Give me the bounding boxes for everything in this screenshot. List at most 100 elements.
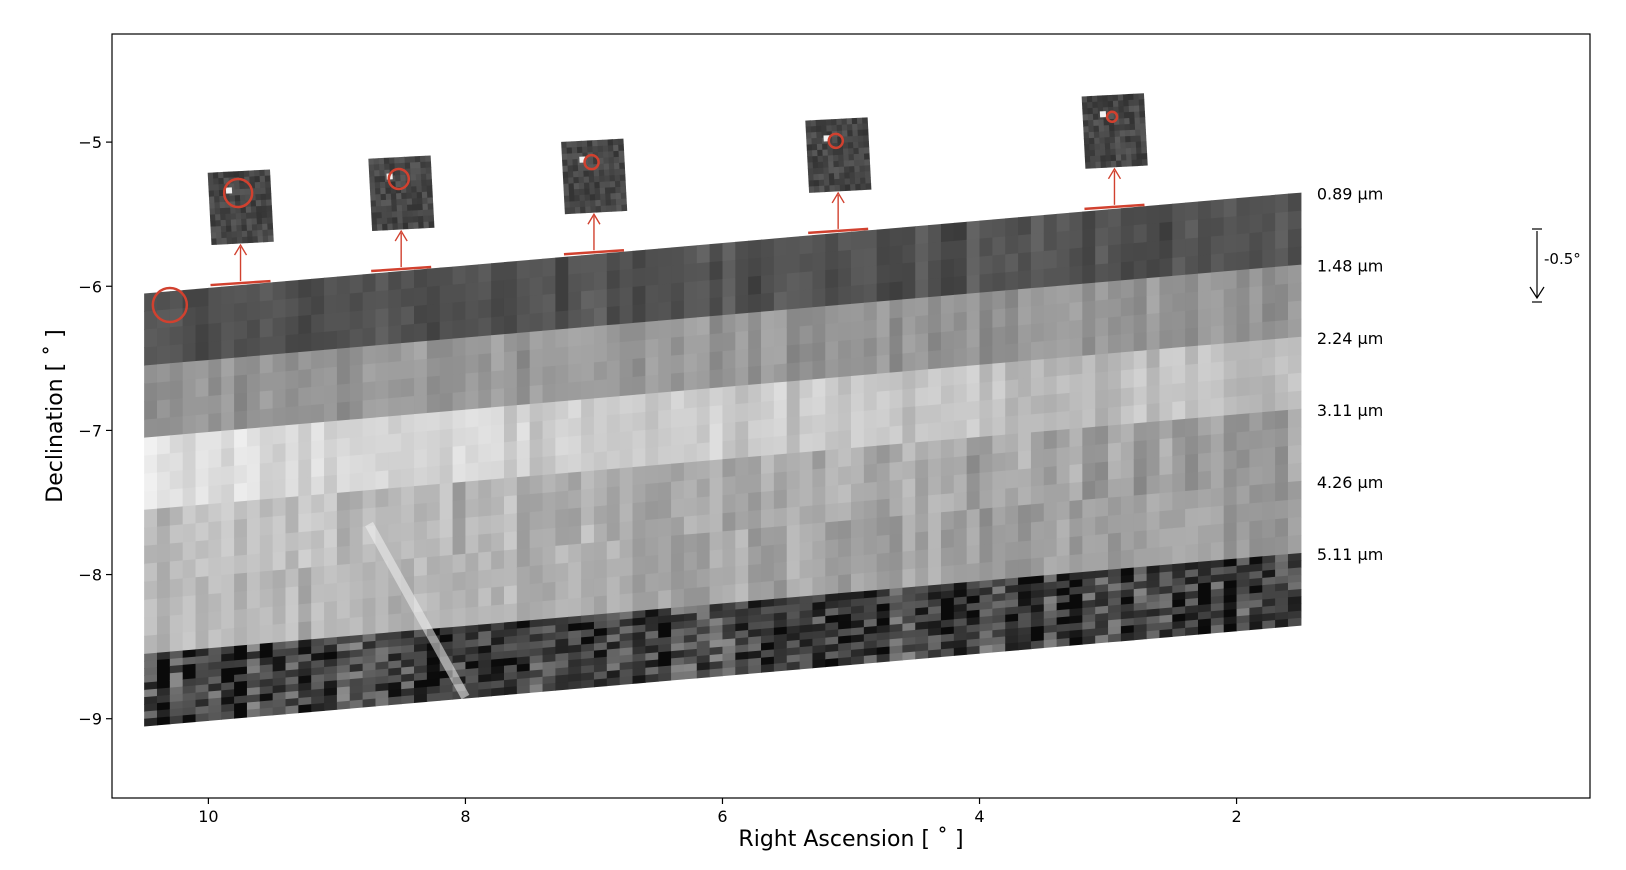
strip-cell	[1262, 562, 1276, 572]
strip-cell	[940, 258, 955, 279]
strip-cell	[452, 640, 467, 650]
strip-cell	[259, 408, 274, 429]
strip-cell	[298, 387, 312, 407]
strip-cell	[478, 389, 492, 410]
strip-cell	[722, 458, 736, 478]
strip-cell	[259, 657, 274, 666]
strip-cell	[619, 413, 634, 433]
strip-cell	[1005, 415, 1019, 436]
strip-cell	[966, 562, 981, 583]
strip-cell	[362, 417, 377, 438]
strip-cell	[375, 690, 389, 700]
strip-cell	[773, 648, 788, 658]
strip-cell	[1198, 272, 1212, 293]
strip-cell	[671, 642, 685, 652]
strip-cell	[1249, 563, 1263, 573]
inset-pixel	[406, 192, 413, 200]
x-tick-label: 6	[717, 807, 727, 826]
strip-cell	[285, 647, 299, 657]
strip-cell	[1210, 235, 1225, 256]
strip-cell	[1082, 246, 1096, 267]
strip-cell	[1030, 251, 1045, 271]
strip-cell	[671, 606, 685, 616]
strip-cell	[1159, 383, 1173, 404]
inset-pixel	[395, 175, 401, 182]
strip-cell	[195, 413, 209, 434]
strip-cell	[1210, 271, 1225, 292]
strip-cell	[696, 640, 711, 650]
axes-frame	[111, 33, 1591, 799]
strip-cell	[1056, 630, 1071, 640]
strip-cell	[568, 435, 582, 456]
strip-cell	[246, 553, 261, 574]
strip-cell	[208, 340, 222, 361]
strip-cell	[825, 268, 839, 289]
strip-cell	[645, 428, 659, 449]
strip-cell	[272, 299, 287, 319]
strip-cell	[272, 551, 287, 572]
strip-cell	[439, 536, 454, 557]
strip-cell	[683, 317, 698, 338]
strip-cell	[992, 434, 1006, 455]
strip-cell	[298, 459, 312, 479]
strip-cell	[1223, 450, 1238, 471]
strip-cell	[542, 329, 556, 350]
strip-cell	[452, 409, 467, 430]
strip-cell	[928, 627, 942, 637]
strip-cell	[722, 623, 736, 633]
strip-cell	[182, 656, 197, 666]
strip-cell	[1095, 584, 1109, 594]
strip-cell	[761, 663, 775, 673]
strip-cell	[851, 392, 865, 413]
strip-cell	[863, 604, 878, 614]
strip-cell	[336, 679, 351, 689]
strip-cell	[876, 264, 891, 285]
strip-cell	[606, 450, 621, 470]
strip-cell	[1069, 615, 1083, 625]
inset-pixel	[236, 237, 243, 244]
strip-cell	[234, 410, 248, 431]
strip-cell	[1185, 345, 1199, 366]
strip-cell	[568, 579, 582, 600]
strip-cell	[324, 384, 338, 405]
strip-cell	[259, 372, 274, 393]
strip-cell	[465, 390, 479, 411]
strip-cell	[761, 508, 775, 529]
strip-cell	[503, 441, 518, 461]
inset-pixel	[1102, 95, 1109, 102]
strip-cell	[555, 274, 569, 295]
strip-cell	[336, 311, 351, 332]
strip-cell	[401, 414, 415, 434]
strip-cell	[966, 588, 981, 598]
strip-cell	[503, 664, 518, 674]
strip-cell	[1172, 563, 1186, 572]
strip-cell	[1223, 601, 1238, 611]
strip-cell	[401, 269, 415, 290]
strip-cell	[825, 629, 839, 639]
strip-cell	[144, 681, 158, 691]
strip-cell	[1120, 261, 1135, 281]
strip-cell	[1095, 533, 1109, 554]
inset-pixel	[384, 163, 391, 171]
strip-cell	[889, 443, 904, 464]
inset-pixel	[1120, 148, 1127, 155]
inset-pixel	[605, 199, 612, 207]
strip-cell	[1030, 618, 1045, 628]
inset-pixel	[1139, 105, 1145, 112]
strip-cell	[169, 416, 184, 436]
strip-cell	[953, 491, 968, 512]
strip-cell	[503, 513, 518, 533]
strip-cell	[851, 248, 865, 269]
strip-cell	[825, 449, 839, 469]
inset-pixel	[239, 188, 246, 196]
strip-cell	[773, 489, 788, 510]
strip-cell	[336, 581, 351, 602]
strip-cell	[581, 665, 595, 674]
inset-pixel	[1123, 100, 1130, 107]
strip-cell	[799, 289, 814, 309]
strip-cell	[940, 457, 955, 477]
strip-cell	[555, 346, 569, 367]
strip-cell	[208, 358, 222, 379]
strip-cell	[491, 651, 505, 661]
strip-cell	[928, 584, 942, 594]
